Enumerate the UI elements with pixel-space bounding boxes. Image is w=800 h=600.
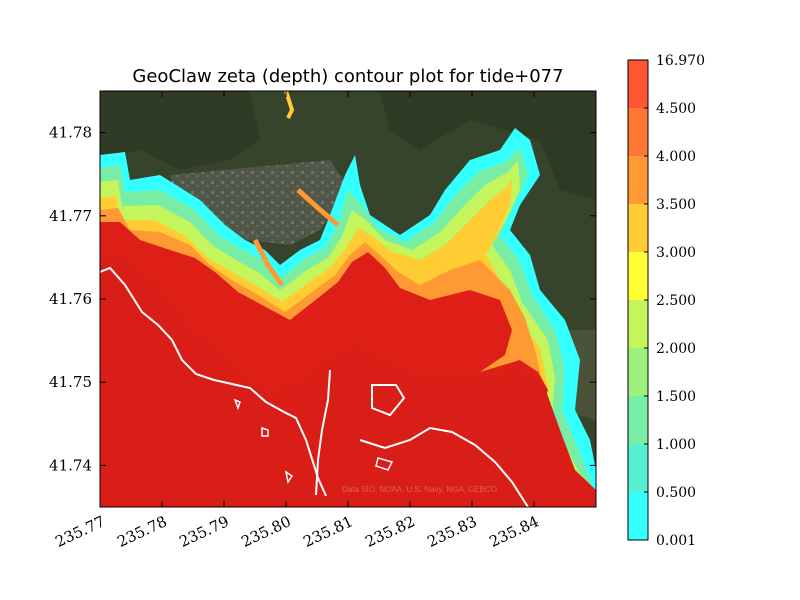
colorbar: 0.001 0.500 1.000 1.500 2.000 2.500 3.000 3.500… — [627, 53, 705, 549]
chart-title: GeoClaw zeta (depth) contour plot for ti… — [132, 66, 564, 87]
forest-area — [100, 91, 260, 170]
stream-channel — [252, 238, 285, 287]
colorbar-segment — [628, 444, 648, 492]
colorbar-segment — [628, 396, 648, 444]
jetty-contour — [315, 369, 331, 496]
rock-contour — [261, 426, 269, 437]
colorbar-tick-label: 0.500 — [656, 485, 696, 501]
x-tick-label: 235.84 — [487, 512, 542, 551]
stream-channel — [284, 91, 295, 119]
y-tick-label: 41.74 — [49, 456, 92, 474]
colorbar-tick-label: 2.000 — [656, 341, 696, 357]
colorbar-tick-label: 1.500 — [656, 389, 696, 405]
y-tick-label: 41.78 — [49, 124, 92, 142]
flood-max-region — [100, 262, 596, 507]
colorbar-tick-label: 0.001 — [656, 533, 696, 549]
y-tick-label: 41.75 — [49, 373, 92, 391]
colorbar-tick-label: 4.500 — [656, 101, 696, 117]
colorbar-segment — [628, 204, 648, 252]
colorbar-segment — [628, 156, 648, 204]
island-contour — [375, 457, 394, 471]
data-attribution: Data SIO, NOAA, U.S. Navy, NGA, GEBCO — [342, 485, 497, 494]
colorbar-tick-label: 16.970 — [656, 53, 705, 69]
x-tick-label: 235.81 — [301, 512, 356, 551]
shoreline-contour — [100, 266, 327, 497]
colorbar-tick-label: 1.000 — [656, 437, 696, 453]
colorbar-tick-label: 2.500 — [656, 293, 696, 309]
y-tick-label: 41.77 — [49, 207, 92, 225]
x-tick-label: 235.80 — [239, 512, 294, 551]
colorbar-segment — [628, 108, 648, 156]
rock-contour — [284, 470, 294, 484]
colorbar-segment — [628, 492, 648, 540]
colorbar-segment — [628, 60, 648, 108]
x-tick-label: 235.83 — [425, 512, 480, 551]
forest-area — [380, 91, 596, 200]
x-tick-label: 235.78 — [115, 512, 170, 551]
colorbar-segment — [628, 348, 648, 396]
plot-area: Data SIO, NOAA, U.S. Navy, NGA, GEBCO — [100, 91, 596, 507]
x-tick-label: 235.82 — [363, 512, 418, 551]
harbor-contour — [371, 384, 406, 417]
y-axis: 41.74 41.75 41.76 41.77 41.78 — [49, 124, 596, 474]
colorbar-segment — [628, 252, 648, 300]
colorbar-tick-label: 4.000 — [656, 149, 696, 165]
rock-contour — [233, 398, 241, 411]
colorbar-segment — [628, 300, 648, 348]
breakwater-contour — [359, 426, 529, 507]
colorbar-tick-label: 3.500 — [656, 197, 696, 213]
x-tick-label: 235.79 — [177, 512, 232, 551]
colorbar-tick-label: 3.000 — [656, 245, 696, 261]
y-tick-label: 41.76 — [49, 290, 92, 308]
stream-channel — [296, 188, 340, 227]
x-tick-label: 235.77 — [53, 512, 108, 551]
